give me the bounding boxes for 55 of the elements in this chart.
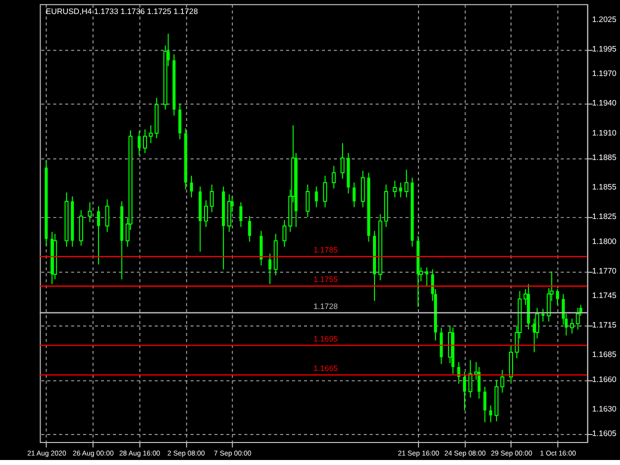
candlestick bbox=[260, 230, 263, 266]
candlestick bbox=[352, 182, 356, 208]
candlestick bbox=[340, 142, 345, 180]
candlestick bbox=[178, 103, 182, 140]
candlestick bbox=[323, 175, 328, 208]
candlestick bbox=[457, 362, 460, 384]
candlestick bbox=[210, 184, 214, 213]
candlestick bbox=[425, 266, 428, 287]
candlestick bbox=[138, 130, 141, 156]
candlestick bbox=[268, 253, 272, 285]
y-tick-label: 1.2025 bbox=[592, 14, 618, 24]
candlestick bbox=[399, 182, 402, 198]
y-tick-label: 1.1685 bbox=[592, 350, 618, 360]
candlestick bbox=[306, 184, 310, 218]
ref-line-label: 1.1695 bbox=[313, 334, 338, 344]
chart-title: EURUSD,H4 1.1733 1.1736 1.1725 1.1728 bbox=[46, 7, 198, 16]
candlestick bbox=[204, 200, 208, 228]
ref-line-label: 1.1785 bbox=[313, 246, 338, 255]
candlestick bbox=[332, 165, 336, 190]
candlestick bbox=[105, 198, 110, 232]
y-tick-label: 1.1940 bbox=[592, 98, 618, 108]
y-tick-label: 1.1885 bbox=[592, 152, 618, 162]
y-tick-label: 1.1770 bbox=[592, 266, 618, 276]
candlestick bbox=[570, 318, 574, 334]
ref-line-label: 1.1665 bbox=[313, 364, 338, 373]
candlestick bbox=[463, 371, 466, 411]
y-tick-label: 1.1800 bbox=[592, 236, 618, 246]
y-tick-label: 1.1605 bbox=[592, 429, 618, 438]
candlestick bbox=[314, 186, 318, 208]
candlestick bbox=[500, 369, 504, 394]
candlestick bbox=[360, 170, 365, 208]
candlestick bbox=[143, 128, 147, 154]
ref-line-label: 1.1728 bbox=[313, 302, 338, 311]
candlestick bbox=[282, 220, 286, 248]
candlestick bbox=[483, 386, 486, 423]
y-tick-label: 1.1970 bbox=[592, 69, 618, 78]
candlestick bbox=[248, 216, 252, 242]
candlestick bbox=[489, 404, 492, 423]
y-tick-label: 1.1715 bbox=[592, 320, 618, 330]
y-tick-label: 1.1995 bbox=[592, 44, 618, 54]
candlestick bbox=[404, 169, 408, 198]
candlestick bbox=[97, 206, 100, 265]
ref-line-label: 1.1755 bbox=[313, 275, 338, 284]
y-tick-label: 1.1910 bbox=[592, 128, 618, 138]
y-tick-label: 1.1825 bbox=[592, 212, 618, 222]
candlestick bbox=[392, 180, 397, 198]
y-tick-label: 1.1855 bbox=[592, 182, 618, 192]
candlestick bbox=[88, 202, 92, 223]
candlestick bbox=[239, 202, 242, 228]
candlestick bbox=[576, 307, 580, 330]
y-tick-label: 1.1630 bbox=[592, 404, 618, 414]
y-tick-label: 1.1660 bbox=[592, 374, 618, 384]
y-tick-label: 1.1745 bbox=[592, 291, 618, 300]
candlestick bbox=[190, 175, 193, 198]
candlestick bbox=[556, 288, 559, 306]
